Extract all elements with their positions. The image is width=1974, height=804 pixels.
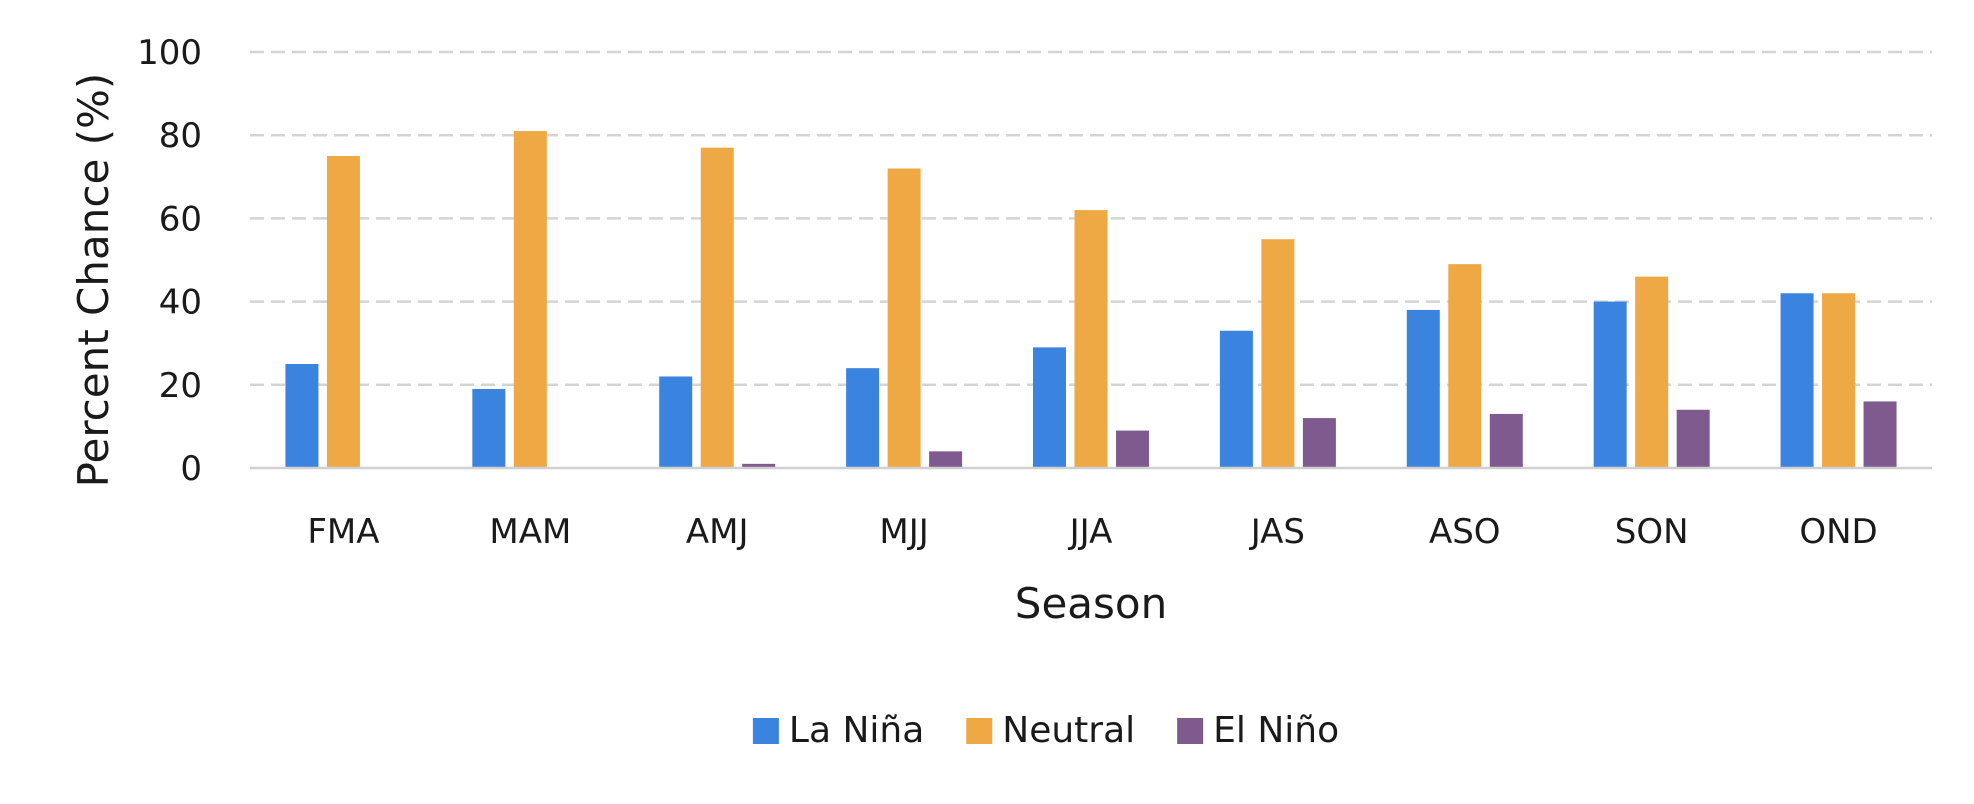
legend-label: El Niño — [1213, 710, 1339, 751]
bar-la-ni-a-aso — [1406, 309, 1440, 468]
bar-neutral-mjj — [887, 168, 921, 469]
bar-neutral-jja — [1074, 210, 1108, 468]
bar-neutral-amj — [700, 147, 734, 468]
x-tick-label: OND — [1799, 512, 1877, 552]
legend: La Niña Neutral El Niño — [752, 710, 1339, 751]
legend-swatch — [752, 718, 779, 744]
legend-swatch — [966, 718, 993, 744]
x-tick-label: ASO — [1429, 512, 1501, 552]
bar-el-ni-o-mjj — [929, 451, 963, 468]
y-tick-label: 0 — [180, 449, 202, 489]
x-tick-label: JAS — [1249, 512, 1305, 552]
bar-el-ni-o-aso — [1489, 413, 1523, 468]
bar-neutral-son — [1635, 276, 1669, 468]
bar-la-ni-a-mam — [472, 388, 506, 468]
legend-label: Neutral — [1002, 710, 1135, 751]
bar-la-ni-a-jas — [1219, 330, 1253, 468]
bar-neutral-ond — [1822, 293, 1856, 468]
y-axis-ticks: 0 20 40 60 80 100 — [137, 33, 202, 489]
y-tick-label: 40 — [159, 283, 202, 323]
x-tick-label: SON — [1615, 512, 1689, 552]
bar-el-ni-o-amj — [742, 463, 776, 468]
x-tick-label: JJA — [1068, 512, 1113, 552]
bar-la-ni-a-ond — [1780, 293, 1814, 468]
bar-la-ni-a-jja — [1033, 347, 1066, 468]
x-tick-label: MAM — [489, 512, 571, 552]
x-tick-label: FMA — [307, 512, 379, 552]
bar-el-ni-o-son — [1676, 409, 1710, 468]
y-axis-title: Percent Chance (%) — [69, 73, 118, 488]
bar-el-ni-o-jja — [1116, 430, 1149, 468]
bar-neutral-jas — [1261, 239, 1295, 468]
x-axis-title: Season — [1015, 579, 1167, 628]
bar-la-ni-a-son — [1593, 301, 1627, 468]
bar-la-ni-a-mjj — [846, 368, 880, 468]
bar-neutral-mam — [513, 131, 547, 469]
bar-el-ni-o-ond — [1863, 401, 1897, 468]
x-tick-label: MJJ — [879, 512, 928, 552]
legend-item-neutral: Neutral — [966, 710, 1135, 751]
bar-la-ni-a-amj — [659, 376, 693, 468]
legend-item-la-ni-a: La Niña — [752, 710, 924, 751]
legend-item-el-ni-o: El Niño — [1177, 710, 1339, 751]
y-tick-label: 100 — [137, 33, 202, 73]
x-tick-label: AMJ — [686, 512, 749, 552]
y-tick-label: 80 — [159, 116, 202, 156]
y-tick-label: 60 — [159, 199, 202, 239]
bar-neutral-aso — [1448, 264, 1482, 468]
bars — [285, 131, 1897, 469]
bar-el-ni-o-jas — [1302, 418, 1336, 468]
legend-swatch — [1177, 718, 1204, 744]
x-axis-ticks: FMA MAM AMJ MJJ JJA JAS ASO SON OND — [307, 512, 1877, 552]
bar-la-ni-a-fma — [285, 364, 319, 468]
y-tick-label: 20 — [159, 366, 202, 406]
bar-neutral-fma — [326, 156, 360, 468]
legend-label: La Niña — [789, 710, 924, 751]
